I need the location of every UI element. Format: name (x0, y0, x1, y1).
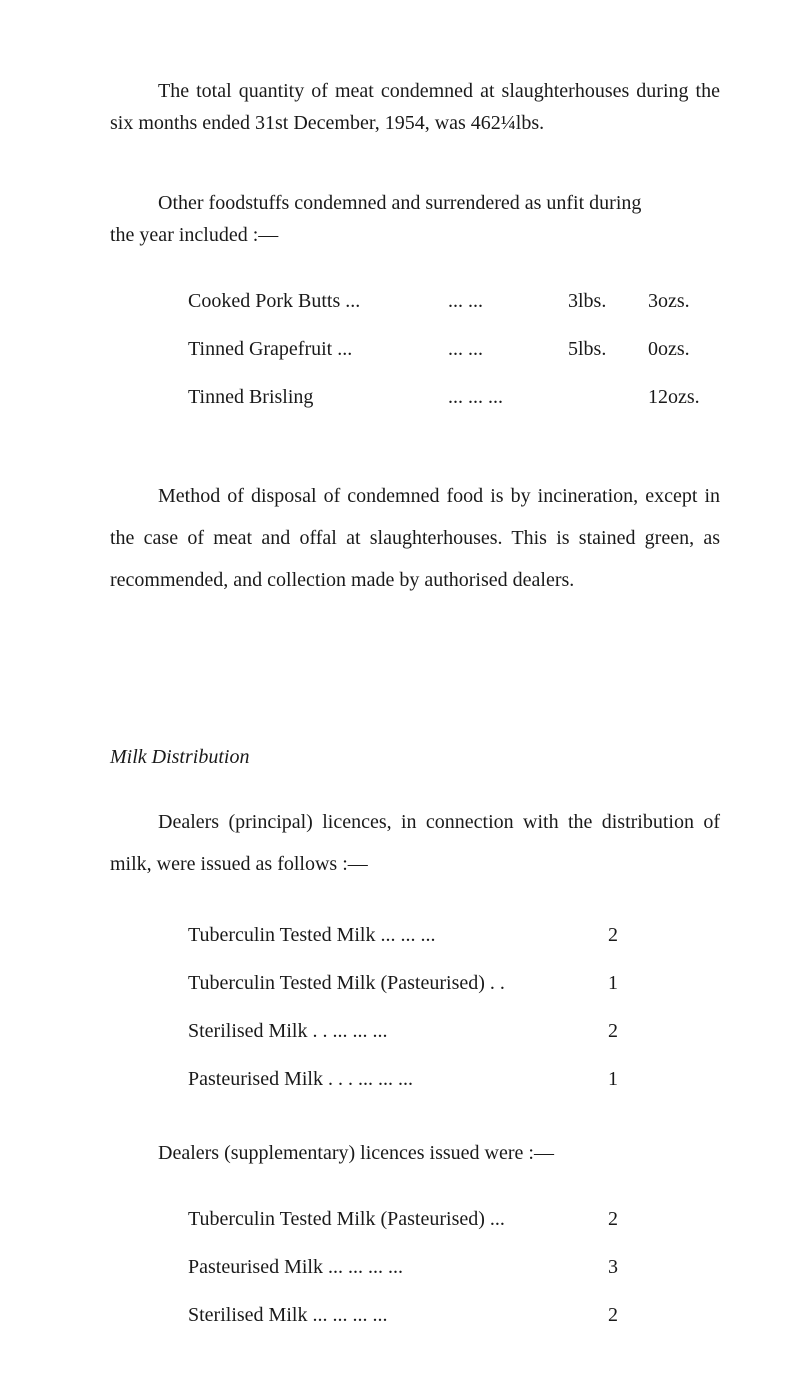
list-item: Tuberculin Tested Milk (Pasteurised) . .… (188, 963, 720, 1003)
food-ozs: 0ozs. (648, 329, 728, 369)
food-dots: ... ... (448, 281, 568, 321)
para-supplementary-licences: Dealers (supplementary) licences issued … (110, 1137, 720, 1169)
list-item: Pasteurised Milk . . . ... ... ... 1 (188, 1059, 720, 1099)
food-lbs (568, 377, 648, 417)
licence-value: 2 (568, 1011, 618, 1051)
licence-value: 3 (568, 1247, 618, 1287)
para-disposal-method: Method of disposal of condemned food is … (110, 475, 720, 601)
list-item: Tuberculin Tested Milk (Pasteurised) ...… (188, 1199, 720, 1239)
food-ozs: 12ozs. (648, 377, 728, 417)
licence-label: Tuberculin Tested Milk ... ... ... (188, 915, 568, 955)
food-lbs: 5lbs. (568, 329, 648, 369)
table-row: Cooked Pork Butts ... ... ... 3lbs. 3ozs… (188, 281, 720, 321)
licence-label: Pasteurised Milk . . . ... ... ... (188, 1059, 568, 1099)
food-dots: ... ... ... (448, 377, 568, 417)
principal-licences-list: Tuberculin Tested Milk ... ... ... 2 Tub… (110, 915, 720, 1099)
list-item: Pasteurised Milk ... ... ... ... 3 (188, 1247, 720, 1287)
para-principal-licences: Dealers (principal) licences, in connect… (110, 801, 720, 885)
supplementary-licences-list: Tuberculin Tested Milk (Pasteurised) ...… (110, 1199, 720, 1335)
licence-label: Pasteurised Milk ... ... ... ... (188, 1247, 568, 1287)
licence-value: 2 (568, 1295, 618, 1335)
milk-distribution-heading: Milk Distribution (110, 741, 720, 773)
licence-value: 2 (568, 1199, 618, 1239)
para-meat-condemned: The total quantity of meat condemned at … (110, 75, 720, 139)
food-dots: ... ... (448, 329, 568, 369)
list-item: Sterilised Milk . . ... ... ... 2 (188, 1011, 720, 1051)
food-lbs: 3lbs. (568, 281, 648, 321)
table-row: Tinned Brisling ... ... ... 12ozs. (188, 377, 720, 417)
licence-label: Sterilised Milk ... ... ... ... (188, 1295, 568, 1335)
para2-line2: the year included :— (110, 219, 720, 251)
table-row: Tinned Grapefruit ... ... ... 5lbs. 0ozs… (188, 329, 720, 369)
list-item: Sterilised Milk ... ... ... ... 2 (188, 1295, 720, 1335)
list-item: Tuberculin Tested Milk ... ... ... 2 (188, 915, 720, 955)
para2-line1: Other foodstuffs condemned and surrender… (110, 187, 720, 219)
food-item: Tinned Brisling (188, 377, 448, 417)
licence-value: 2 (568, 915, 618, 955)
food-item: Tinned Grapefruit ... (188, 329, 448, 369)
licence-label: Tuberculin Tested Milk (Pasteurised) ... (188, 1199, 568, 1239)
foodstuffs-table: Cooked Pork Butts ... ... ... 3lbs. 3ozs… (110, 281, 720, 417)
food-item: Cooked Pork Butts ... (188, 281, 448, 321)
licence-label: Sterilised Milk . . ... ... ... (188, 1011, 568, 1051)
para-other-foodstuffs: Other foodstuffs condemned and surrender… (110, 187, 720, 251)
licence-value: 1 (568, 963, 618, 1003)
licence-value: 1 (568, 1059, 618, 1099)
food-ozs: 3ozs. (648, 281, 728, 321)
licence-label: Tuberculin Tested Milk (Pasteurised) . . (188, 963, 568, 1003)
